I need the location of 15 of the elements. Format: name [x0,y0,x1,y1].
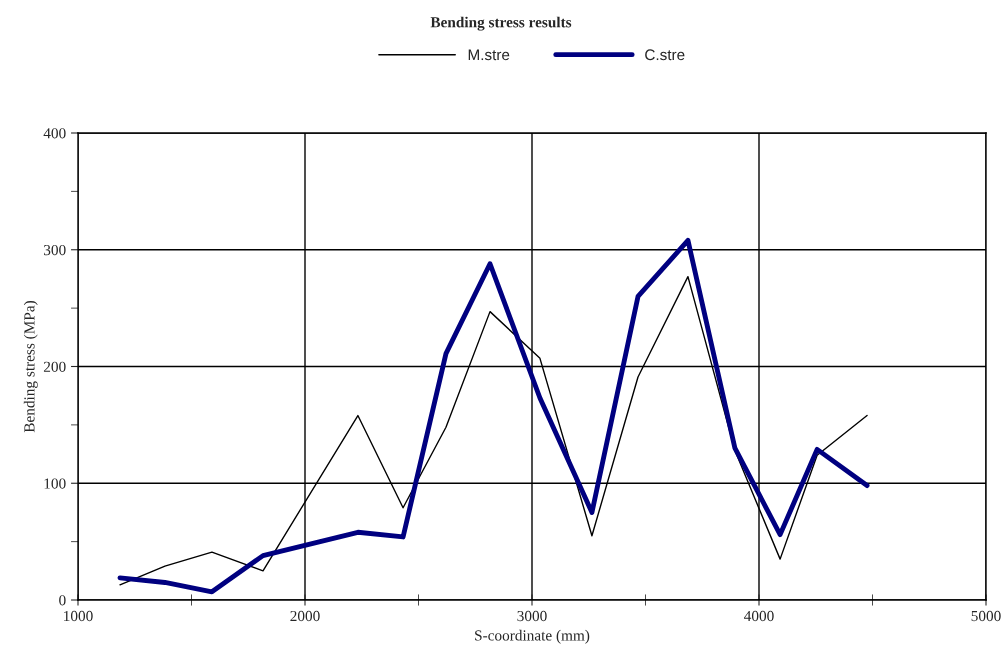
y-tick-label: 0 [59,595,66,606]
chart-title: Bending stress results [430,16,572,31]
y-tick-label: 100 [44,478,66,489]
x-tick-label: 4000 [744,610,774,622]
x-tick-label: 1000 [64,610,93,622]
y-tick-label: 400 [43,128,66,139]
legend-label: C.stre [645,49,685,61]
y-axis-title: Bending stress (MPa) [23,300,38,433]
x-axis-title: S-coordinate (mm) [475,629,590,644]
y-tick-label: 200 [43,361,66,372]
y-tick-label: 300 [44,244,66,256]
x-tick-label: 2000 [290,610,320,622]
legend-label: M.stre [468,49,510,61]
x-tick-label: 5000 [971,610,1001,622]
x-tick-label: 3000 [517,610,547,622]
